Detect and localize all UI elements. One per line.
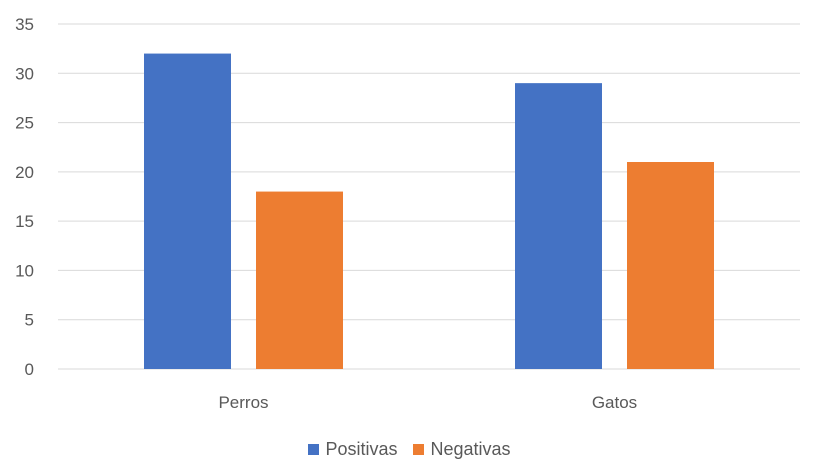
x-tick-label: Gatos [592,393,637,412]
legend-item-negativas: Negativas [413,439,511,460]
y-tick-label: 30 [15,64,34,83]
y-tick-label: 5 [25,311,34,330]
legend-label-negativas: Negativas [430,439,511,459]
legend: Positivas Negativas [0,439,819,460]
y-tick-label: 25 [15,114,34,133]
bar-positivas-perros [144,53,231,369]
y-tick-label: 0 [25,360,34,379]
legend-swatch-negativas [413,444,425,455]
bar-positivas-gatos [515,83,602,370]
y-tick-label: 35 [15,15,34,34]
x-tick-label: Perros [218,393,268,412]
bar-negativas-gatos [627,162,714,369]
y-tick-label: 10 [15,261,34,280]
legend-item-positivas: Positivas [308,439,397,460]
legend-swatch-positivas [308,444,320,455]
y-tick-label: 15 [15,212,34,231]
legend-label-positivas: Positivas [325,439,398,459]
chart-plot: 0 5 10 15 20 25 30 35 Perros Gatos [15,15,800,412]
bar-negativas-perros [256,191,343,369]
y-tick-label: 20 [15,163,34,182]
